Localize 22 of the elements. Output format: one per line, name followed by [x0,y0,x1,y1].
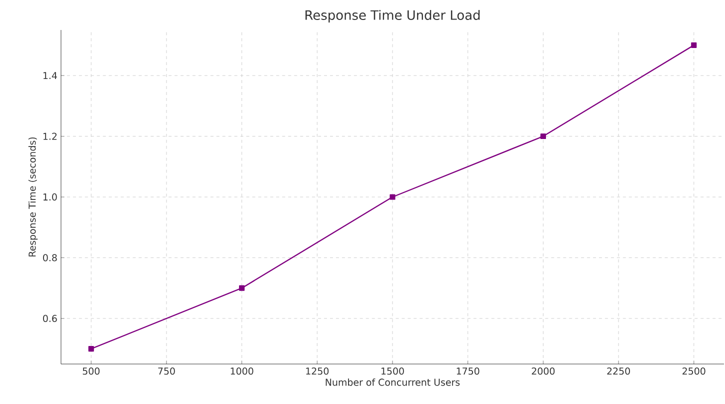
point [390,194,396,200]
point [691,42,697,48]
x-tick-label: 1500 [382,368,404,375]
y-tick-label: 0.6 [43,314,57,322]
point [540,133,546,140]
x-tick-label: 2250 [607,368,630,375]
y-tick-label: 1.0 [43,193,57,201]
y-axis-title: Response Time (seconds) [28,137,38,256]
x-axis-title: Number of Concurrent Users [326,378,460,386]
point [239,285,245,291]
chart-title: Response Time Under Load [306,10,480,22]
y-tick-label: 0.8 [43,254,57,262]
x-tick-label: 2000 [532,368,555,375]
x-tick-label: 2500 [682,368,706,375]
y-tick-label: 1.2 [43,132,57,140]
x-tick-label: 500 [82,368,100,375]
point [88,346,94,352]
x-tick-label: 750 [158,368,175,375]
x-tick-label: 1750 [456,368,480,375]
x-tick-label: 1000 [230,368,254,375]
x-tick-label: 1250 [306,368,329,375]
y-tick-label: 1.4 [43,72,57,79]
